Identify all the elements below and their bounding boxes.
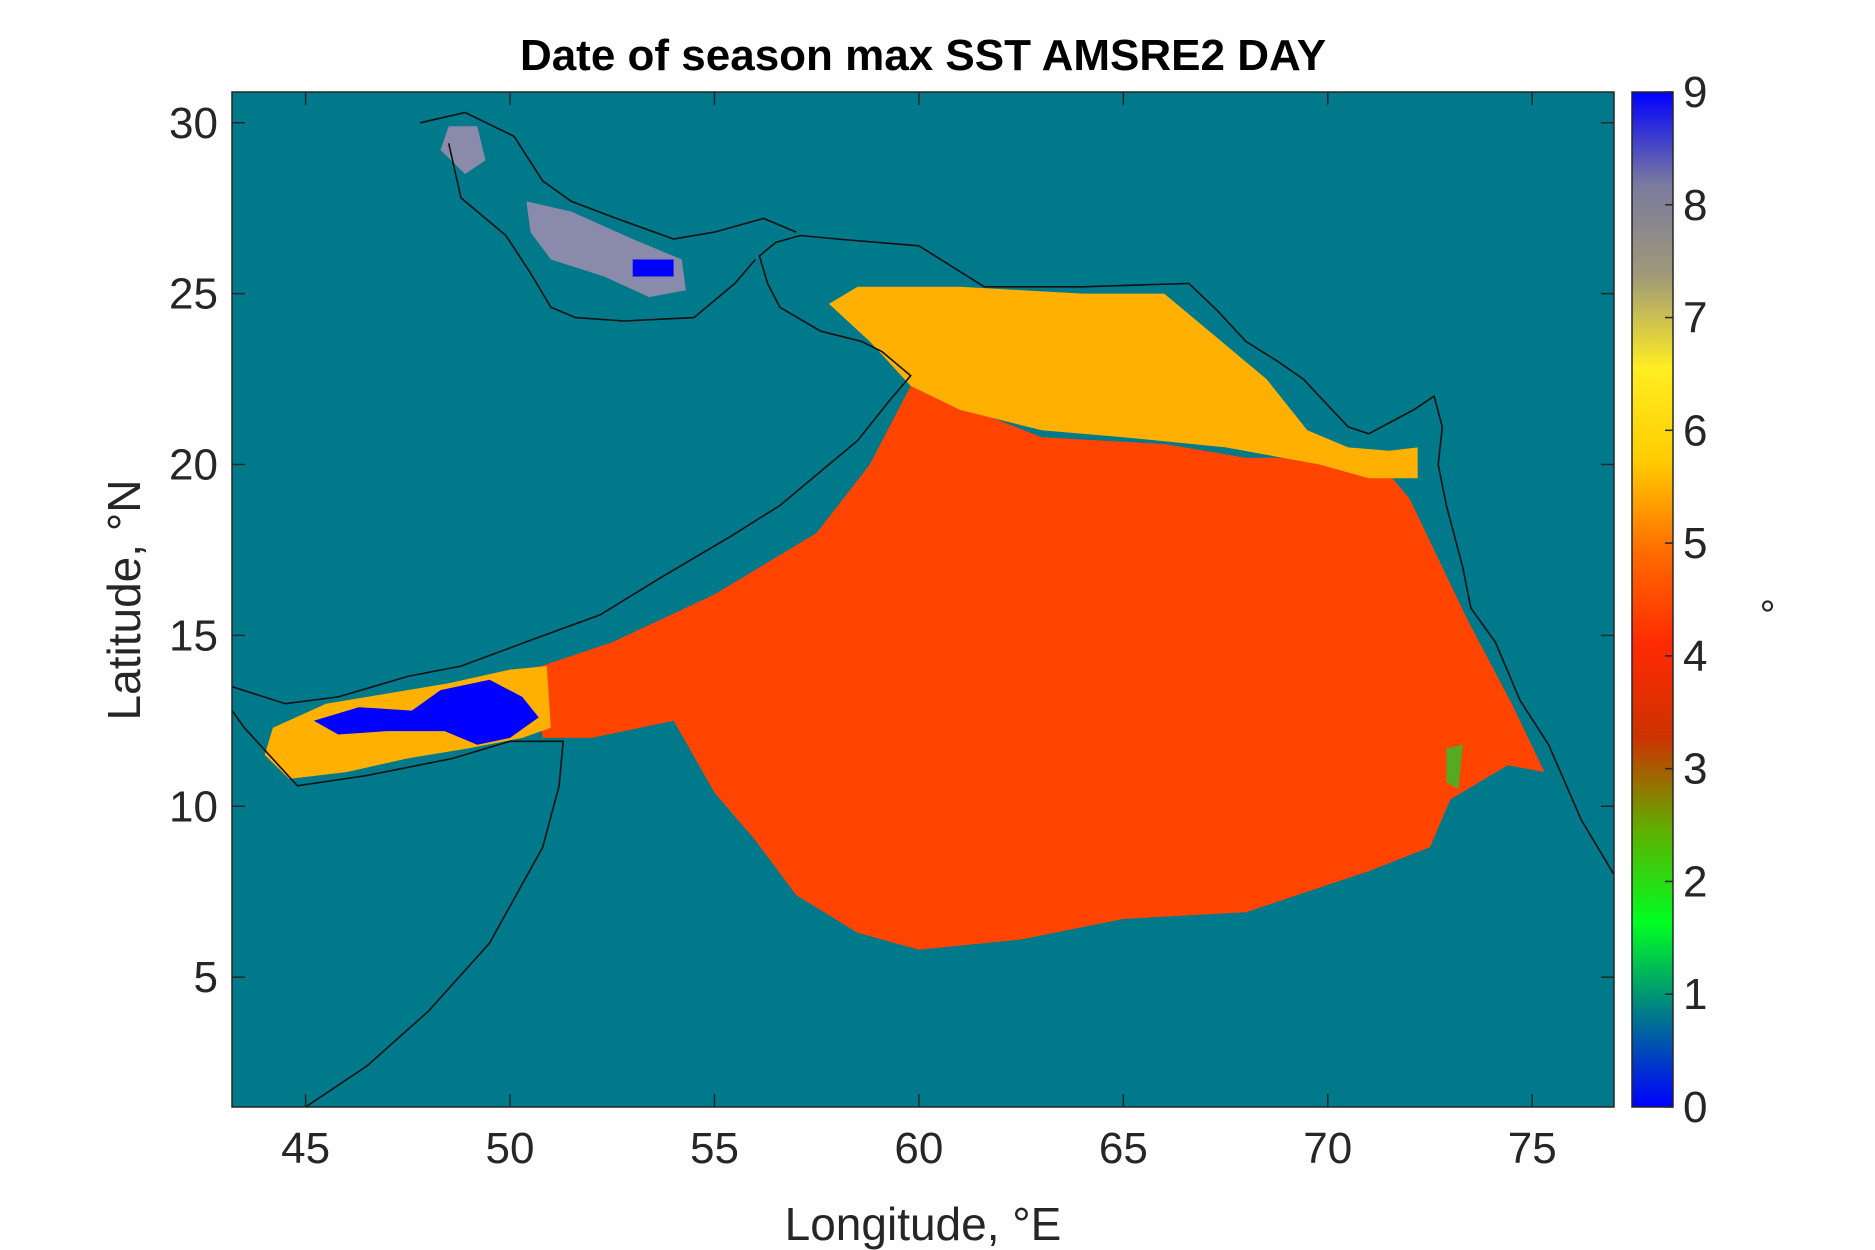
colorbar: 0 1 2 3 4 5 6 7 8 9 ° <box>1631 68 1780 1132</box>
colorbar-tick-label-4: 4 <box>1683 632 1707 681</box>
region-value-8-4 <box>440 126 486 174</box>
colorbar-tick-label-0: 0 <box>1683 1083 1707 1132</box>
plot-frame <box>231 91 1615 1108</box>
colorbar-label: ° <box>1736 598 1780 614</box>
x-tick-marks <box>304 92 1533 1107</box>
colorbar-tick-label-9: 9 <box>1683 68 1707 117</box>
y-tick-labels: 5 10 15 20 25 30 <box>169 99 218 1002</box>
coastline-segment-1 <box>232 234 1614 876</box>
y-tick-label-15: 15 <box>169 611 218 660</box>
x-tick-label-55: 55 <box>690 1124 739 1173</box>
sst-regions <box>264 126 1545 950</box>
x-tick-label-60: 60 <box>894 1124 943 1173</box>
y-tick-label-10: 10 <box>169 782 218 831</box>
y-tick-marks <box>232 122 1614 978</box>
region-value-3-7 <box>1446 744 1463 790</box>
colorbar-tick-label-2: 2 <box>1683 857 1707 906</box>
x-tick-label-70: 70 <box>1303 1124 1352 1173</box>
x-tick-labels: 45 50 55 60 65 70 75 <box>281 1124 1557 1173</box>
x-axis-label: Longitude, °E <box>785 1198 1062 1250</box>
y-axis-label: Latitude, °N <box>98 480 150 721</box>
y-tick-label-20: 20 <box>169 441 218 490</box>
x-tick-label-65: 65 <box>1099 1124 1148 1173</box>
region-value-9-3 <box>313 679 539 745</box>
colorbar-tick-label-3: 3 <box>1683 745 1707 794</box>
colorbar-gradient <box>1631 91 1674 1108</box>
y-tick-label-5: 5 <box>194 953 218 1002</box>
coastline-segment-0 <box>232 710 565 1107</box>
x-tick-label-75: 75 <box>1508 1124 1557 1173</box>
region-value-5-0 <box>530 385 1545 950</box>
colorbar-tick-label-5: 5 <box>1683 519 1707 568</box>
colorbar-tick-label-6: 6 <box>1683 406 1707 455</box>
colorbar-tick-label-8: 8 <box>1683 181 1707 230</box>
y-tick-label-25: 25 <box>169 270 218 319</box>
region-value-6-1 <box>829 286 1418 479</box>
colorbar-tick-label-1: 1 <box>1683 970 1707 1019</box>
y-tick-label-30: 30 <box>169 99 218 148</box>
x-tick-label-45: 45 <box>281 1124 330 1173</box>
coastline-segment-2 <box>419 111 797 240</box>
colorbar-tick-label-7: 7 <box>1683 294 1707 343</box>
coastline <box>232 111 1614 1107</box>
map-plot-area <box>231 91 1615 1108</box>
coastline-segment-3 <box>447 143 757 322</box>
region-value-9-6 <box>632 259 674 277</box>
chart-title: Date of season max SST AMSRE2 DAY <box>520 31 1326 80</box>
colorbar-ticks: 0 1 2 3 4 5 6 7 8 9 <box>1665 68 1707 1132</box>
x-tick-label-50: 50 <box>486 1124 535 1173</box>
